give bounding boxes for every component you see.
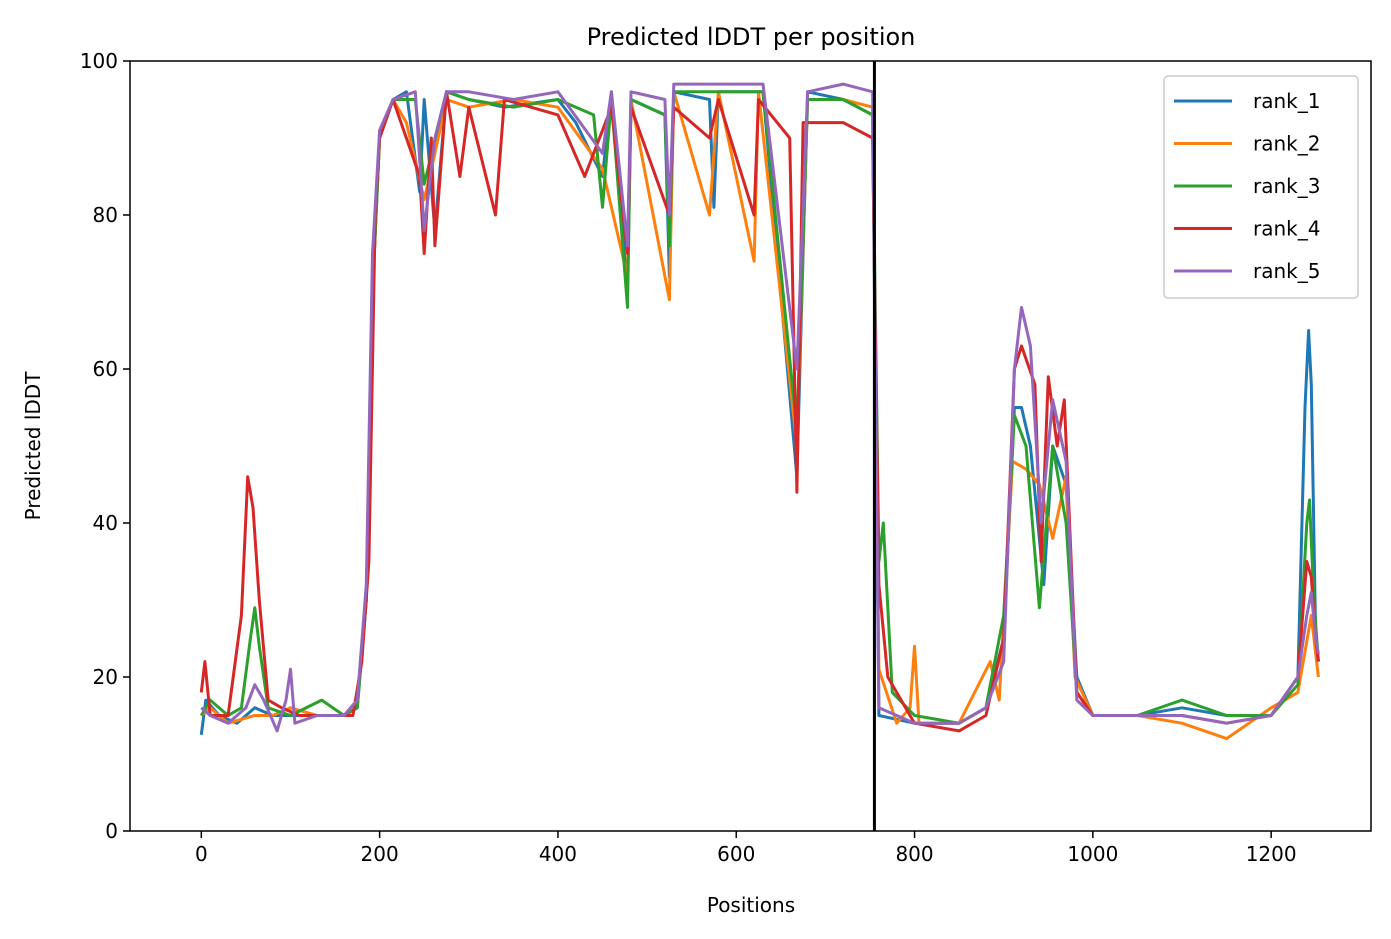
x-tick-label: 600 [717, 842, 755, 866]
legend-box [1163, 75, 1359, 299]
y-axis-label: Predicted lDDT [21, 371, 45, 521]
y-tick-label: 80 [93, 203, 118, 227]
plot-frame [129, 60, 1372, 832]
legend-label-rank_4: rank_4 [1253, 217, 1320, 241]
y-tick-label: 0 [105, 819, 118, 843]
y-axis: 0 20 40 60 80 100 [80, 49, 130, 843]
legend-label-rank_1: rank_1 [1253, 89, 1320, 113]
x-axis: 0 200 400 600 800 1000 1200 [195, 831, 1297, 866]
series-line-rank_5 [200, 82, 1320, 733]
y-tick-label: 60 [93, 357, 118, 381]
x-tick-label: 1000 [1067, 842, 1118, 866]
x-axis-label: Positions [707, 893, 795, 917]
y-tick-label: 40 [93, 511, 118, 535]
chart-title: Predicted lDDT per position [587, 23, 916, 51]
legend-label-rank_3: rank_3 [1253, 174, 1320, 198]
x-tick-label: 1200 [1246, 842, 1297, 866]
x-tick-label: 800 [895, 842, 933, 866]
y-tick-label: 20 [93, 665, 118, 689]
x-tick-label: 0 [195, 842, 208, 866]
plot-lines [199, 82, 1320, 741]
y-tick-label: 100 [80, 49, 118, 73]
x-tick-label: 400 [539, 842, 577, 866]
legend-label-rank_2: rank_2 [1253, 132, 1320, 156]
legend: rank_1 rank_2 rank_3 rank_4 rank_5 [1163, 75, 1359, 299]
legend-label-rank_5: rank_5 [1253, 259, 1320, 283]
x-tick-label: 200 [361, 842, 399, 866]
